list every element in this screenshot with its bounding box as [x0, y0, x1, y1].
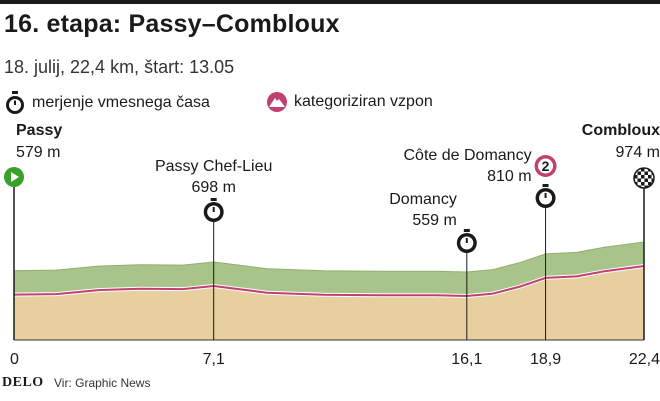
climb-badge-inner — [538, 158, 554, 174]
point-elevation: 559 m — [412, 212, 456, 229]
legend-climb: kategoriziran vzpon — [266, 91, 433, 113]
stopwatch-icon — [535, 184, 556, 208]
legend-checkpoint-label: merjenje vmesnega časa — [32, 94, 210, 111]
point-elevation: 698 m — [191, 179, 235, 196]
finish-flag-icon — [633, 167, 655, 189]
legend-climb-label: kategoriziran vzpon — [294, 93, 433, 110]
x-tick-label: 7,1 — [203, 351, 225, 368]
stopwatch-icon — [456, 229, 477, 253]
point-elevation: 579 m — [16, 144, 60, 161]
x-tick-label: 0 — [10, 351, 19, 368]
climb-category: 2 — [542, 158, 550, 174]
source-note: Vir: Graphic News — [54, 376, 151, 390]
legend-checkpoint: merjenje vmesnega časa — [4, 91, 210, 115]
chart-title: 16. etapa: Passy–Combloux — [4, 10, 340, 38]
stopwatch-icon — [6, 91, 24, 114]
point-name: Domancy — [389, 191, 457, 208]
start-icon — [4, 167, 24, 187]
point-elevation: 974 m — [616, 144, 660, 161]
mountain-icon — [267, 92, 287, 112]
chart-subtitle: 18. julij, 22,4 km, štart: 13.05 — [4, 57, 235, 77]
x-tick-label: 16,1 — [451, 351, 482, 368]
profile-line — [13, 265, 645, 298]
publisher-logo: DELO — [2, 375, 44, 390]
x-tick-label: 22,4 — [629, 351, 660, 368]
point-name: Combloux — [582, 122, 660, 139]
profile-terrain — [14, 266, 644, 340]
stopwatch-icon — [203, 198, 224, 222]
point-name: Passy Chef-Lieu — [155, 158, 272, 175]
x-tick-label: 18,9 — [530, 351, 561, 368]
top-rule — [0, 0, 660, 4]
point-name: Passy — [16, 122, 62, 139]
point-elevation: 810 m — [487, 168, 531, 185]
point-name: Côte de Domancy — [404, 147, 532, 164]
